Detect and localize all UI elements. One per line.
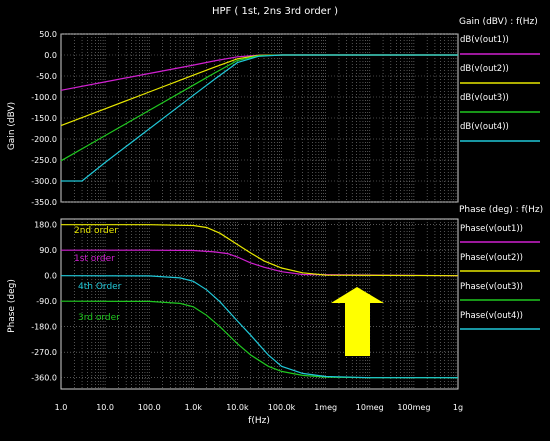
x-tick-labels: 1.0 10.0 100.0 1.0k 10.0k 100.0k 1meg 10meg 100m… [55,403,463,412]
phase-y-tick-labels: 180.0 90.0 0.0 -90.0 -180.0 -270.0 -360.0 [31,221,57,383]
gain-legend: dB(v(out1)) dB(v(out2)) dB(v(out3)) dB(v(ou… [460,35,540,142]
y-tick-label: 0.0 [44,272,57,281]
legend-entry: Phase(v(out3)) [460,282,523,292]
y-tick-label: -350.0 [31,198,57,207]
series-line-3 [60,300,458,379]
series-line-4 [61,54,458,182]
phase-y-axis-label: Phase (deg) [7,279,17,333]
legend-entry: Phase(v(out1)) [460,224,523,234]
series-line-1 [61,249,459,277]
phase-legend: Phase(v(out1)) Phase(v(out2)) Phase(v(out3… [460,224,540,330]
y-tick-label: -90.0 [36,297,57,306]
y-tick-label: -50.0 [36,72,57,81]
y-tick-label: -150.0 [31,114,57,123]
chart-title: HPF ( 1st, 2ns 3rd order ) [212,6,338,17]
series-annotation: 2nd order [74,226,118,236]
legend-entry: dB(v(out3)) [460,93,509,103]
x-tick-label: 10meg [356,403,384,412]
gain-curves [60,54,458,182]
gain-y-axis-label: Gain (dBV) [7,102,17,150]
x-tick-label: 100.0 [138,403,161,412]
phase-legend-title: Phase (deg) : f(Hz) [459,205,543,215]
y-tick-label: -270.0 [31,348,57,357]
phase-plot-area [60,218,459,390]
y-tick-label: 90.0 [39,246,57,255]
y-tick-label: -250.0 [31,156,57,165]
y-tick-label: -200.0 [31,135,57,144]
y-tick-label: -300.0 [31,177,57,186]
x-tick-label: 10.0 [96,403,114,412]
up-arrow-icon [331,287,384,356]
y-tick-label: 0.0 [44,51,57,60]
x-tick-label: 1.0 [55,403,68,412]
x-tick-label: 1meg [314,403,337,412]
y-tick-label: -100.0 [31,93,57,102]
legend-entry: Phase(v(out4)) [460,311,523,321]
series-line-2 [61,224,459,277]
x-axis-label: f(Hz) [248,416,270,426]
y-tick-label: 50.0 [39,30,57,39]
legend-entry: dB(v(out1)) [460,35,509,45]
y-tick-label: -360.0 [31,374,57,383]
phase-curves [60,224,459,379]
x-tick-label: 1.0k [185,403,203,412]
x-tick-label: 1g [453,403,463,412]
legend-entry: dB(v(out4)) [460,122,509,132]
x-tick-label: 100.0k [268,403,296,412]
x-tick-label: 100meg [397,403,430,412]
series-line-4 [60,275,458,379]
gain-y-tick-labels: 50.0 0.0 -50.0 -100.0 -150.0 -200.0 -250.0 -300… [31,30,57,207]
phase-annotations: 2nd order 1st order 4th Order 3rd order [74,226,122,323]
x-tick-label: 10.0k [226,403,249,412]
y-tick-label: 180.0 [34,221,57,230]
legend-entry: Phase(v(out2)) [460,253,523,263]
gain-legend-title: Gain (dBV) : f(Hz) [459,17,538,27]
series-annotation: 1st order [74,254,115,264]
gain-grid [61,33,458,203]
series-annotation: 4th Order [78,282,122,292]
legend-entry: dB(v(out2)) [460,64,509,74]
y-tick-label: -180.0 [31,323,57,332]
series-annotation: 3rd order [78,313,120,323]
